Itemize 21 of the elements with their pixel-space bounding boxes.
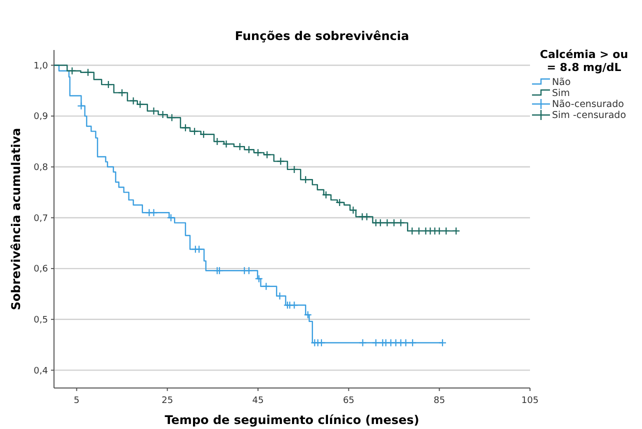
x-tick-label: 85: [434, 396, 446, 406]
y-axis-title: Sobrevivência acumulativa: [9, 128, 23, 310]
x-tick-label: 25: [162, 396, 174, 406]
y-tick-label: 0,9: [34, 112, 48, 122]
x-tick-label: 45: [252, 396, 264, 406]
legend-label: Não-censurado: [552, 99, 624, 110]
legend-label: Sim: [552, 88, 570, 99]
y-tick-label: 0,4: [34, 366, 48, 376]
y-tick-label: 0,5: [34, 316, 48, 326]
x-tick-label: 5: [74, 396, 80, 406]
legend-label: Sim -censurado: [552, 110, 626, 121]
y-tick-label: 0,6: [34, 264, 48, 275]
x-tick-label: 105: [521, 396, 539, 406]
legend-title: Calcémia > ou = 8.8 mg/dL: [540, 48, 628, 74]
chart-title: Funções de sobrevivência: [234, 29, 410, 43]
x-axis-title: Tempo de seguimento clínico (meses): [164, 413, 420, 427]
legend-label: Não: [552, 77, 571, 88]
y-tick-label: 0,7: [34, 214, 48, 224]
y-tick-label: 0,8: [34, 163, 48, 174]
y-tick-label: 1,0: [34, 61, 48, 72]
x-tick-label: 65: [342, 396, 354, 406]
